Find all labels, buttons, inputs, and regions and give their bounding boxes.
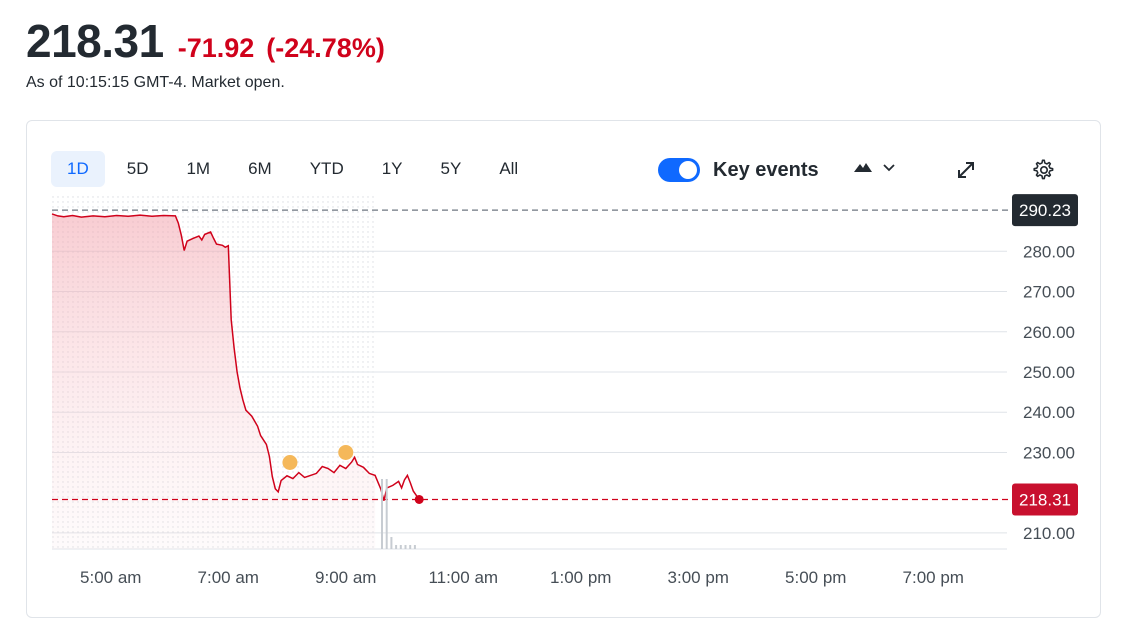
y-tick-label: 240.00: [1023, 403, 1075, 422]
x-tick-label: 11:00 am: [428, 568, 498, 587]
volume-bars: [381, 479, 416, 549]
volume-bar: [390, 537, 393, 549]
expand-button[interactable]: [955, 159, 977, 186]
range-1d[interactable]: 1D: [51, 151, 105, 187]
x-tick-label: 1:00 pm: [550, 568, 611, 587]
quote-header: 218.31 -71.92 (-24.78%): [26, 14, 385, 68]
previous-close-badge-label: 290.23: [1019, 201, 1071, 220]
x-tick-label: 3:00 pm: [668, 568, 729, 587]
x-tick-label: 9:00 am: [315, 568, 376, 587]
price-badges: 290.23 218.31: [1012, 194, 1078, 516]
volume-bar: [395, 545, 398, 549]
toggle-knob: [679, 161, 697, 179]
price-area: [52, 213, 376, 549]
last-price-dot: [414, 494, 424, 504]
y-tick-label: 280.00: [1023, 242, 1075, 261]
volume-bar: [409, 545, 412, 549]
range-selector: 1D 5D 1M 6M YTD 1Y 5Y All: [51, 151, 540, 187]
price-chart[interactable]: 280.00 270.00 260.00 250.00 240.00 230.00 210.…: [27, 121, 1102, 619]
current-price-badge-bg: [1012, 483, 1078, 516]
range-all[interactable]: All: [499, 159, 519, 178]
y-tick-label: 270.00: [1023, 283, 1075, 302]
range-ytd[interactable]: YTD: [309, 159, 344, 178]
x-tick-label: 5:00 am: [80, 568, 141, 587]
chevron-down-icon: [883, 164, 895, 172]
volume-bar: [399, 545, 402, 549]
previous-close-badge-bg: [1012, 194, 1078, 227]
range-6m[interactable]: 6M: [248, 159, 272, 178]
x-axis: 5:00 am 7:00 am 9:00 am 11:00 am 1:00 pm 3:00…: [80, 568, 964, 587]
volume-bar: [404, 545, 407, 549]
volume-bar: [385, 479, 388, 549]
volume-bar: [413, 545, 416, 549]
x-tick-label: 7:00 am: [198, 568, 259, 587]
volume-bar: [381, 479, 383, 549]
x-tick-label: 7:00 pm: [903, 568, 964, 587]
chart-type-dropdown[interactable]: [853, 159, 897, 175]
gear-icon: [1033, 159, 1054, 180]
key-event-markers: [282, 444, 354, 471]
price-line: [51, 213, 420, 501]
key-event-marker[interactable]: [282, 455, 298, 471]
chart-card: 1D 5D 1M 6M YTD 1Y 5Y All Key events: [26, 120, 1101, 618]
current-price-badge-label: 218.31: [1019, 490, 1071, 509]
price-change-percent: (-24.78%): [266, 33, 385, 63]
market-status: As of 10:15:15 GMT-4. Market open.: [26, 74, 285, 91]
expand-icon: [958, 162, 974, 178]
current-price-badge: 218.31: [1012, 483, 1078, 516]
key-events-toggle[interactable]: [658, 158, 700, 182]
settings-button[interactable]: [1033, 159, 1055, 186]
range-1y[interactable]: 1Y: [381, 159, 403, 178]
range-5d[interactable]: 5D: [126, 159, 149, 178]
y-tick-label: 230.00: [1023, 443, 1075, 462]
current-price: 218.31: [26, 15, 164, 67]
price-change: -71.92: [177, 33, 255, 63]
range-5y[interactable]: 5Y: [440, 159, 462, 178]
key-event-marker[interactable]: [338, 444, 354, 460]
key-events-label: Key events: [713, 159, 819, 181]
y-tick-label: 250.00: [1023, 363, 1075, 382]
y-axis: 280.00 270.00 260.00 250.00 240.00 230.00 210.…: [1023, 242, 1075, 543]
mountain-chart-icon: [854, 163, 872, 172]
previous-close-badge: 290.23: [1012, 194, 1078, 227]
x-tick-label: 5:00 pm: [785, 568, 846, 587]
range-1m[interactable]: 1M: [186, 159, 211, 178]
y-tick-label: 210.00: [1023, 524, 1075, 543]
y-tick-label: 260.00: [1023, 323, 1075, 342]
